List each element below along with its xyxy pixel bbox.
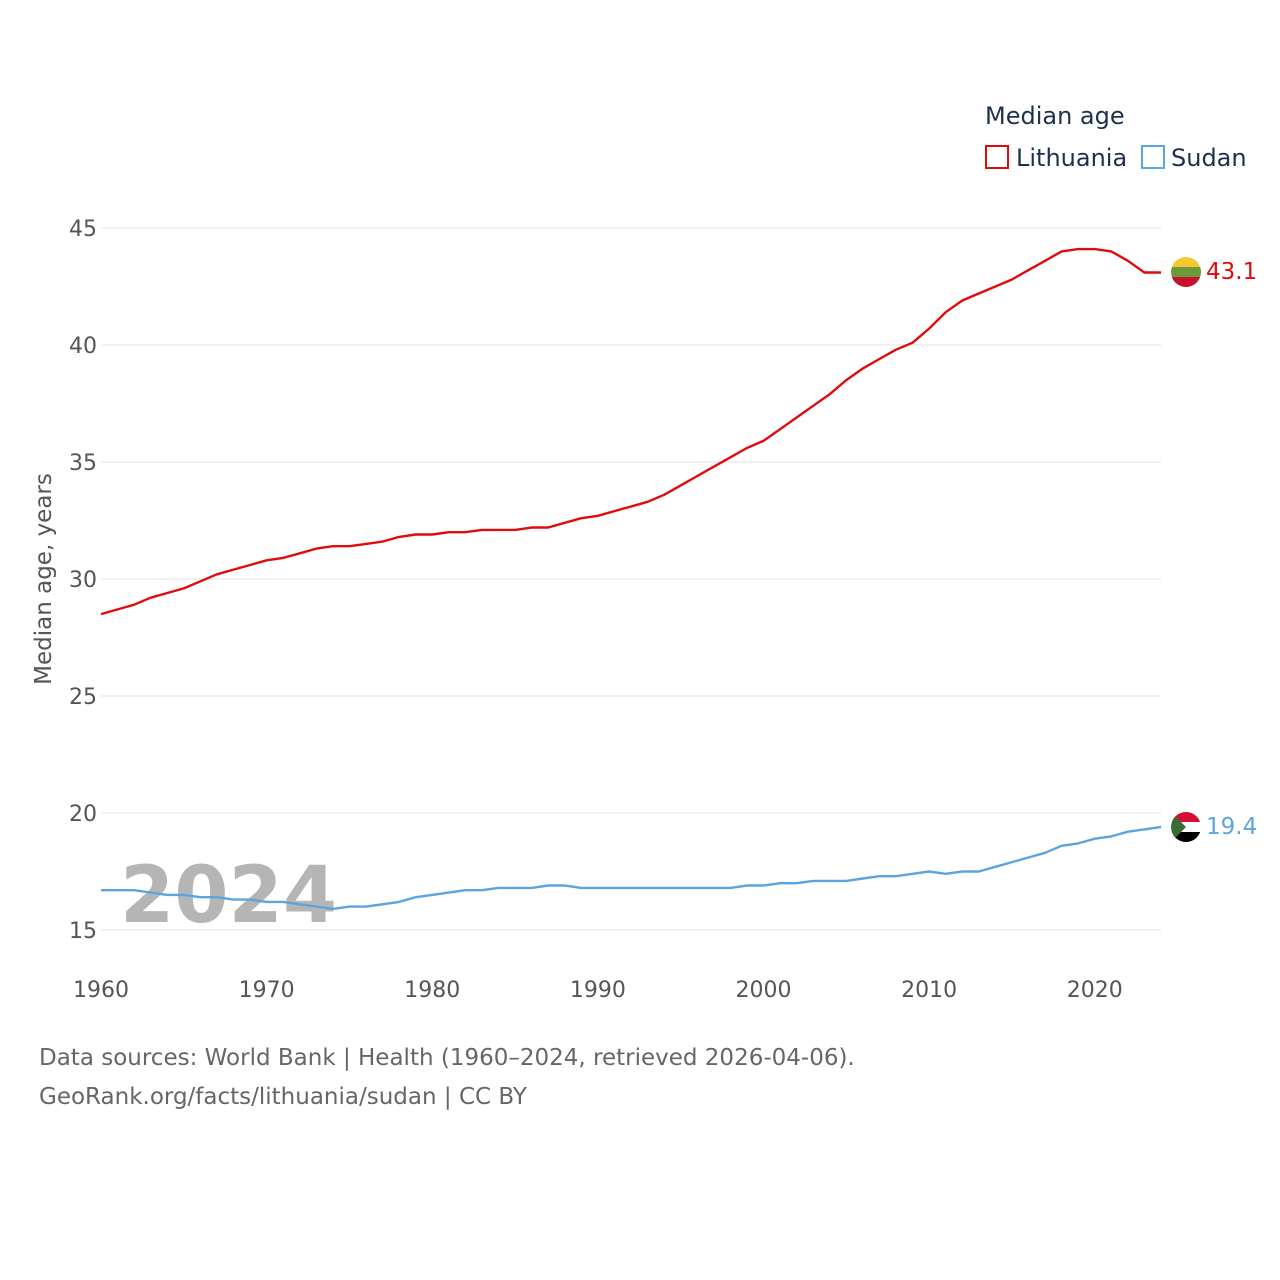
y-tick-label: 20 — [69, 802, 97, 827]
x-tick-label: 1990 — [570, 978, 626, 1003]
y-tick-label: 40 — [69, 334, 97, 359]
y-axis-ticks: 15 20 25 30 35 40 45 — [69, 217, 97, 944]
grid-lines — [101, 227, 1161, 931]
y-tick-label: 30 — [69, 568, 97, 593]
x-axis-ticks: 1960 1970 1980 1990 2000 2010 2020 — [73, 978, 1123, 1003]
footer-attribution[interactable]: GeoRank.org/facts/lithuania/sudan | CC B… — [39, 1084, 527, 1110]
end-label-lithuania: 43.1 — [1206, 259, 1257, 285]
y-tick-label: 15 — [69, 919, 97, 944]
end-label-sudan: 19.4 — [1206, 814, 1257, 840]
series-lines — [100, 247, 1162, 911]
y-axis-label: Median age, years — [31, 473, 57, 685]
legend-label-sudan[interactable]: Sudan — [1171, 144, 1247, 172]
x-tick-label: 2010 — [901, 978, 957, 1003]
x-tick-label: 1980 — [404, 978, 460, 1003]
x-tick-label: 1970 — [239, 978, 295, 1003]
x-tick-label: 1960 — [73, 978, 129, 1003]
sudan-flag-icon — [1171, 812, 1201, 842]
legend-swatch-sudan[interactable] — [1141, 145, 1165, 169]
legend-swatch-lithuania[interactable] — [985, 145, 1009, 169]
footer-sources: Data sources: World Bank | Health (1960–… — [39, 1045, 855, 1071]
lithuania-flag-icon — [1171, 257, 1201, 287]
y-tick-label: 25 — [69, 685, 97, 710]
x-tick-label: 2020 — [1067, 978, 1123, 1003]
year-watermark: 2024 — [120, 851, 337, 941]
legend-label-lithuania[interactable]: Lithuania — [1016, 144, 1127, 172]
legend: Median age Lithuania Sudan — [985, 102, 1247, 172]
series-line-lithuania[interactable] — [100, 247, 1161, 616]
x-tick-label: 2000 — [736, 978, 792, 1003]
series-line-sudan[interactable] — [101, 825, 1162, 911]
y-tick-label: 35 — [69, 451, 97, 476]
y-tick-label: 45 — [69, 217, 97, 242]
legend-title: Median age — [985, 102, 1125, 130]
